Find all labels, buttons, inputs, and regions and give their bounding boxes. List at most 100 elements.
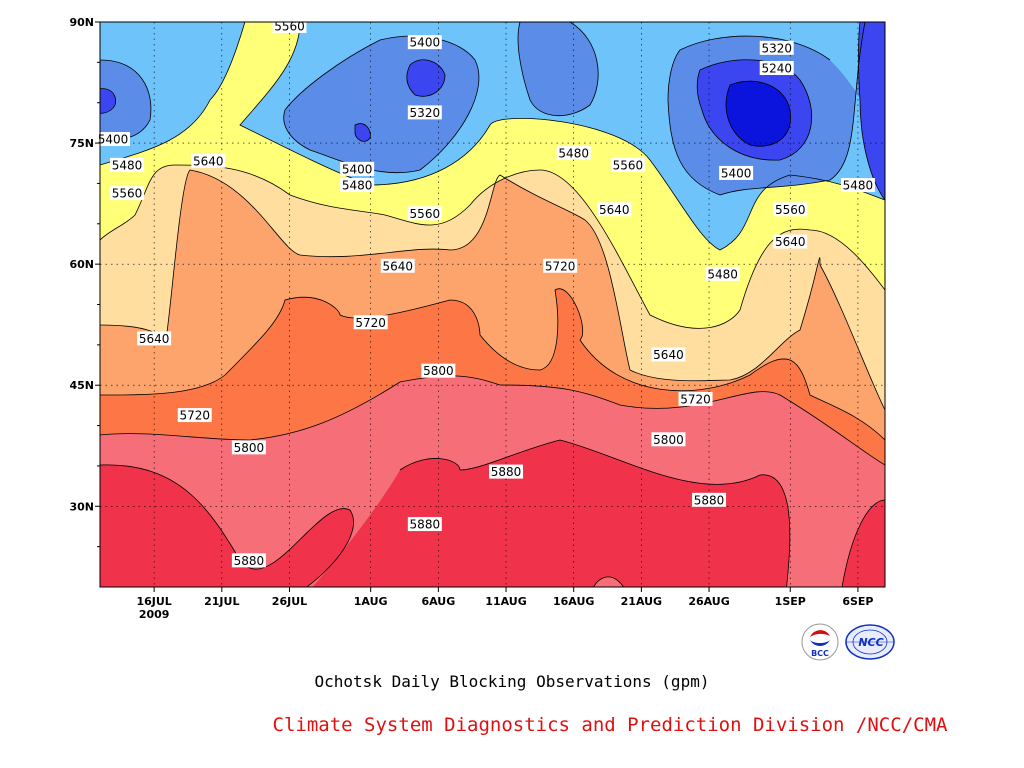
contour-label: 5400 bbox=[342, 162, 373, 176]
contour-label: 5560 bbox=[613, 158, 644, 172]
contour-label-box bbox=[231, 440, 266, 455]
contour-label-box bbox=[651, 347, 686, 362]
band-below-5240 bbox=[726, 81, 791, 147]
x-tick-label: 21JUL bbox=[204, 595, 239, 608]
contour-label: 5560 bbox=[274, 20, 305, 34]
contour-lines bbox=[100, 22, 885, 587]
band-5320 bbox=[100, 22, 885, 195]
ncc-logo-text: NCC bbox=[858, 636, 883, 649]
contour-label: 5400 bbox=[721, 166, 752, 180]
contour-fills bbox=[100, 22, 885, 587]
contour-label: 5480 bbox=[707, 267, 738, 281]
contour-label-box bbox=[177, 408, 212, 423]
bcc-logo-text: BCC bbox=[811, 649, 829, 658]
contour-label-box bbox=[340, 178, 375, 193]
y-tick-label: 75N bbox=[69, 137, 94, 150]
x-tick-label: 21AUG bbox=[621, 595, 662, 608]
contour-label: 5480 bbox=[843, 179, 874, 193]
contour-label: 5880 bbox=[234, 554, 265, 568]
y-tick-label: 60N bbox=[69, 258, 94, 271]
contour-label-box bbox=[407, 206, 442, 221]
contour-label-box bbox=[231, 553, 266, 568]
contour-label: 5880 bbox=[410, 518, 441, 532]
contour-label-box bbox=[651, 432, 686, 447]
contour-label: 5720 bbox=[545, 259, 576, 273]
contour-label: 5640 bbox=[653, 348, 684, 362]
contour-label-box bbox=[759, 61, 794, 76]
contour-label-box bbox=[380, 258, 415, 273]
contour-label: 5720 bbox=[355, 316, 386, 330]
gridlines bbox=[100, 22, 885, 587]
contour-label: 5640 bbox=[775, 235, 806, 249]
contour-label: 5400 bbox=[98, 133, 129, 147]
contour-label-box bbox=[719, 165, 754, 180]
contour-label: 5880 bbox=[694, 493, 725, 507]
contour-label-box bbox=[705, 266, 740, 281]
contour-label: 5480 bbox=[342, 179, 373, 193]
contour-label-box bbox=[353, 315, 388, 330]
blocking-contour-chart: 5560 5400 5320 5320 5240 5400 5480 5640 5560 5400… bbox=[69, 16, 886, 621]
contour-label: 5800 bbox=[234, 441, 265, 455]
contour-labels: 5560 5400 5320 5320 5240 5400 5480 5640 5560 5400… bbox=[96, 19, 875, 568]
contour-label: 5720 bbox=[179, 409, 210, 423]
contour-label-box bbox=[96, 132, 130, 147]
contour-label: 5560 bbox=[112, 187, 143, 201]
contour-label: 5480 bbox=[112, 158, 143, 172]
logos: BCC NCC bbox=[800, 622, 896, 662]
contour-label: 5640 bbox=[599, 203, 630, 217]
contour-label-box bbox=[692, 492, 727, 507]
contour-label-box bbox=[407, 517, 442, 532]
y-tick-label: 45N bbox=[69, 379, 94, 392]
contour-label-box bbox=[110, 157, 145, 172]
contour-label-box bbox=[489, 464, 524, 479]
x-year-label: 2009 bbox=[139, 608, 170, 621]
contour-label: 5720 bbox=[680, 392, 711, 406]
x-tick-label: 1AUG bbox=[354, 595, 388, 608]
contour-label: 5800 bbox=[423, 364, 454, 378]
ncc-logo-icon: NCC bbox=[845, 624, 895, 660]
contour-label: 5480 bbox=[558, 146, 589, 160]
contour-label: 5800 bbox=[653, 433, 684, 447]
x-tick-label: 16AUG bbox=[553, 595, 594, 608]
y-tick-label: 30N bbox=[69, 500, 94, 513]
contour-label: 5320 bbox=[410, 106, 441, 120]
contour-label-box bbox=[556, 145, 591, 160]
contour-label-box bbox=[407, 105, 442, 120]
contour-label: 5320 bbox=[761, 41, 792, 55]
contour-label-box bbox=[840, 178, 875, 193]
x-tick-label: 1SEP bbox=[775, 595, 806, 608]
contour-label: 5880 bbox=[491, 465, 522, 479]
contour-label-box bbox=[597, 202, 632, 217]
contour-label-box bbox=[543, 258, 578, 273]
x-tick-label: 26JUL bbox=[272, 595, 307, 608]
contour-label-box bbox=[610, 157, 645, 172]
contour-label: 5640 bbox=[193, 154, 224, 168]
x-tick-label: 26AUG bbox=[688, 595, 729, 608]
contour-label-box bbox=[110, 186, 145, 201]
contour-label-box bbox=[773, 202, 808, 217]
contour-label-box bbox=[407, 35, 442, 50]
contour-label-box bbox=[773, 234, 808, 249]
contour-label-box bbox=[340, 161, 375, 176]
contour-label-box bbox=[137, 331, 172, 346]
x-tick-label: 16JUL bbox=[136, 595, 171, 608]
y-tick-label: 90N bbox=[69, 16, 94, 29]
contour-label: 5400 bbox=[410, 36, 441, 50]
x-tick-label: 11AUG bbox=[485, 595, 526, 608]
bcc-logo-icon: BCC bbox=[801, 623, 839, 661]
contour-label: 5560 bbox=[410, 207, 441, 221]
contour-label: 5560 bbox=[775, 203, 806, 217]
contour-label-box bbox=[191, 153, 226, 168]
contour-label-box bbox=[759, 40, 794, 55]
x-tick-label: 6AUG bbox=[421, 595, 455, 608]
x-tick-label: 6SEP bbox=[842, 595, 873, 608]
contour-label-box bbox=[678, 391, 713, 406]
contour-label: 5640 bbox=[139, 332, 170, 346]
contour-label: 5640 bbox=[382, 259, 413, 273]
contour-label: 5240 bbox=[761, 62, 792, 76]
chart-caption: Ochotsk Daily Blocking Observations (gpm… bbox=[314, 672, 710, 691]
contour-label-box bbox=[421, 363, 456, 378]
credit-line: Climate System Diagnostics and Predictio… bbox=[272, 714, 948, 736]
contour-label-box bbox=[272, 19, 307, 34]
